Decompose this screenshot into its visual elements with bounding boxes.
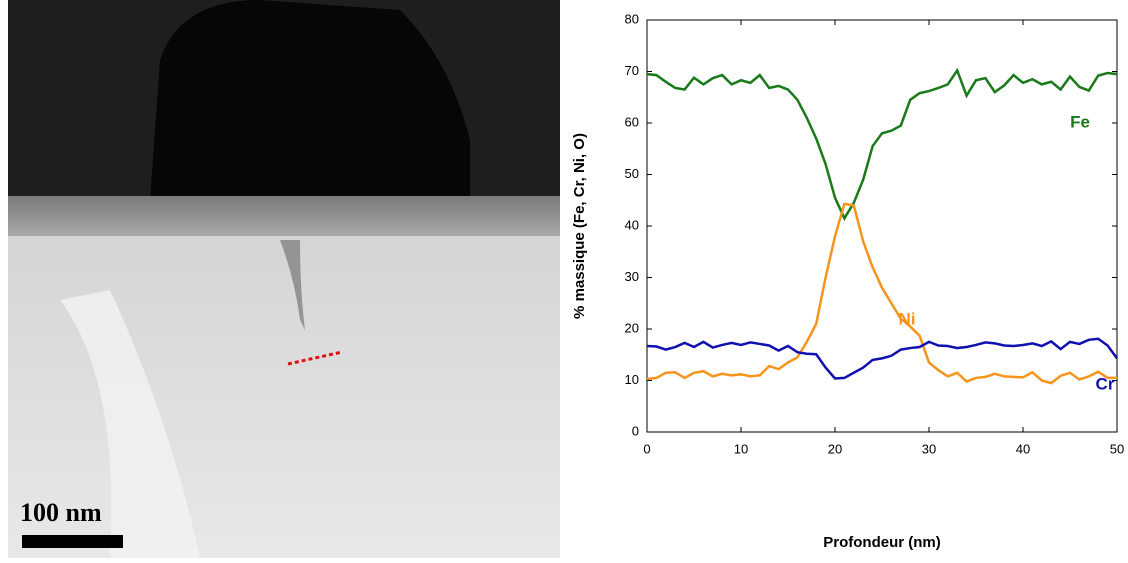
micrograph: 100 nm xyxy=(8,0,560,558)
y-tick-label: 80 xyxy=(625,11,639,26)
x-tick-label: 50 xyxy=(1110,441,1124,456)
x-tick-label: 30 xyxy=(922,441,936,456)
y-tick-label: 20 xyxy=(625,320,639,335)
chart: Profondeur (nm) % massique (Fe, Cr, Ni, … xyxy=(571,11,1124,551)
y-tick-label: 0 xyxy=(632,423,639,438)
x-tick-label: 10 xyxy=(734,441,748,456)
x-axis-label: Profondeur (nm) xyxy=(823,534,941,551)
series-line xyxy=(646,202,1117,385)
y-tick-label: 30 xyxy=(625,269,639,284)
series-label: Cr xyxy=(1096,374,1115,393)
y-tick-label: 70 xyxy=(625,63,639,78)
scale-label: 100 nm xyxy=(20,498,102,527)
series-label: Ni xyxy=(899,309,916,328)
series-line xyxy=(646,67,1118,221)
series-line xyxy=(646,337,1119,380)
x-tick-label: 40 xyxy=(1016,441,1030,456)
y-axis-label: % massique (Fe, Cr, Ni, O) xyxy=(571,133,588,319)
y-tick-label: 60 xyxy=(625,114,639,129)
series-label: Fe xyxy=(1070,112,1090,131)
x-tick-label: 20 xyxy=(828,441,842,456)
y-tick-label: 10 xyxy=(625,372,639,387)
x-tick-label: 0 xyxy=(643,441,650,456)
y-tick-label: 40 xyxy=(625,217,639,232)
y-tick-label: 50 xyxy=(625,166,639,181)
